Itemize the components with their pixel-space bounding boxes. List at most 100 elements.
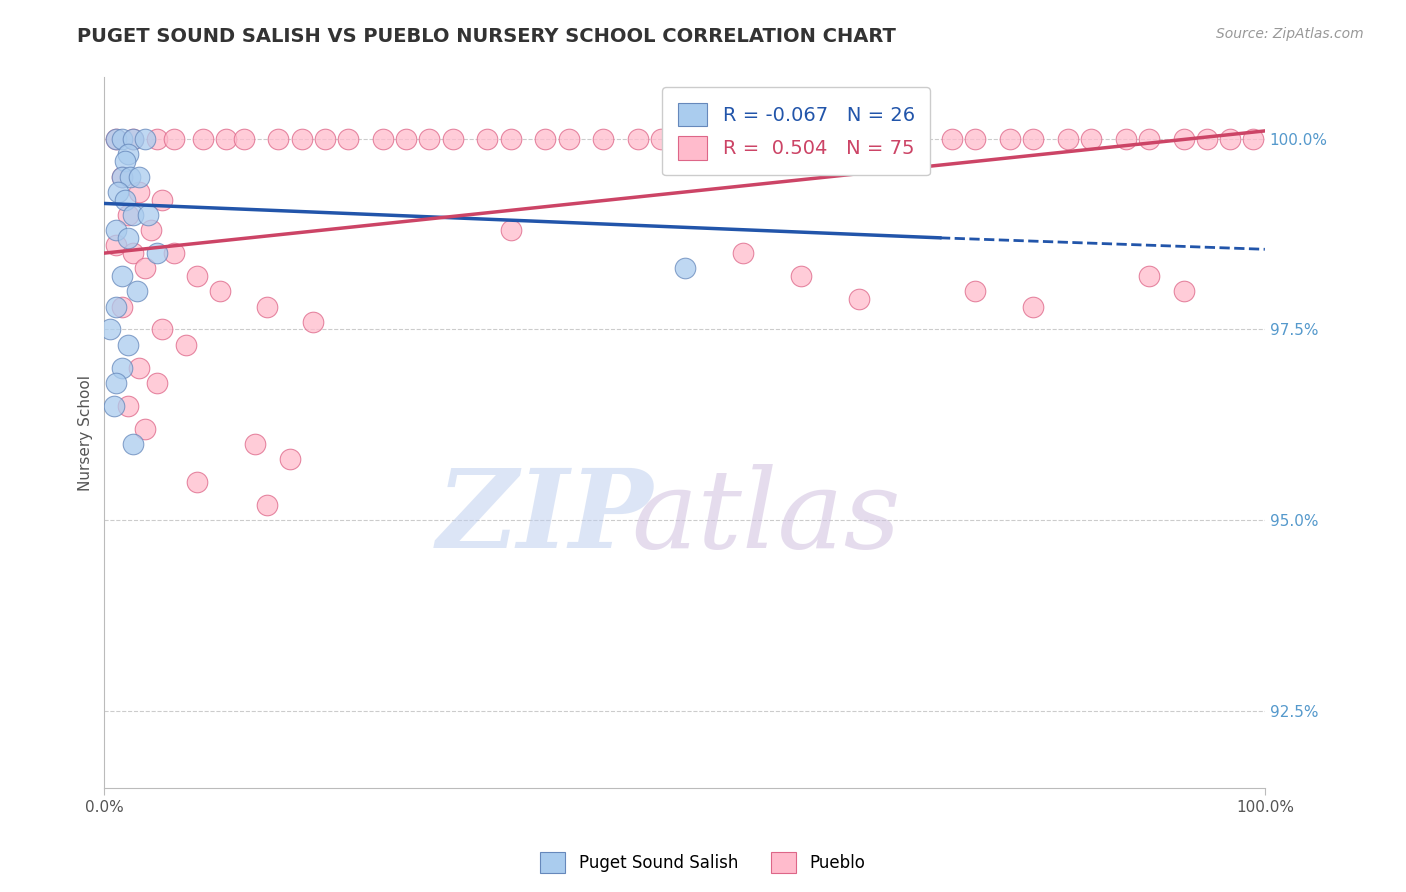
Point xyxy=(337,131,360,145)
Point xyxy=(882,131,904,145)
Point xyxy=(163,246,186,260)
Point xyxy=(111,169,134,184)
Point xyxy=(291,131,314,145)
Point xyxy=(998,131,1021,145)
Point xyxy=(824,131,846,145)
Point xyxy=(278,452,301,467)
Point xyxy=(267,131,290,145)
Point xyxy=(111,360,134,375)
Point xyxy=(104,131,127,145)
Point xyxy=(1173,285,1195,299)
Point xyxy=(122,131,145,145)
Point xyxy=(789,268,811,283)
Point xyxy=(117,399,139,413)
Point xyxy=(111,300,134,314)
Point xyxy=(1219,131,1241,145)
Point xyxy=(650,131,672,145)
Point xyxy=(1137,268,1160,283)
Text: PUGET SOUND SALISH VS PUEBLO NURSERY SCHOOL CORRELATION CHART: PUGET SOUND SALISH VS PUEBLO NURSERY SCH… xyxy=(77,27,896,45)
Point xyxy=(117,231,139,245)
Point xyxy=(117,338,139,352)
Point xyxy=(134,422,156,436)
Point xyxy=(848,292,870,306)
Point xyxy=(104,300,127,314)
Point xyxy=(499,223,522,237)
Point xyxy=(114,154,136,169)
Point xyxy=(709,131,731,145)
Point xyxy=(128,169,150,184)
Point xyxy=(534,131,557,145)
Point xyxy=(245,437,267,451)
Point xyxy=(789,131,811,145)
Point xyxy=(314,131,336,145)
Point xyxy=(138,208,160,222)
Point xyxy=(941,131,963,145)
Point xyxy=(905,131,928,145)
Point xyxy=(111,169,134,184)
Point xyxy=(134,261,156,276)
Point xyxy=(122,246,145,260)
Point xyxy=(103,399,125,413)
Point xyxy=(174,338,197,352)
Point xyxy=(107,185,129,199)
Point xyxy=(145,131,167,145)
Point xyxy=(1137,131,1160,145)
Point xyxy=(256,300,278,314)
Point xyxy=(1173,131,1195,145)
Point xyxy=(1056,131,1078,145)
Point xyxy=(117,146,139,161)
Point xyxy=(477,131,499,145)
Point xyxy=(673,131,696,145)
Point xyxy=(122,131,145,145)
Point xyxy=(104,238,127,252)
Point xyxy=(1241,131,1264,145)
Point xyxy=(557,131,579,145)
Point xyxy=(1022,300,1045,314)
Point xyxy=(111,131,134,145)
Point xyxy=(186,475,208,490)
Point xyxy=(145,376,167,390)
Text: atlas: atlas xyxy=(631,464,901,572)
Point xyxy=(256,498,278,512)
Point xyxy=(128,360,150,375)
Legend: Puget Sound Salish, Pueblo: Puget Sound Salish, Pueblo xyxy=(534,846,872,880)
Point xyxy=(232,131,254,145)
Point xyxy=(673,261,696,276)
Point xyxy=(302,315,325,329)
Point xyxy=(627,131,650,145)
Point xyxy=(114,193,136,207)
Point xyxy=(499,131,522,145)
Point xyxy=(395,131,418,145)
Point xyxy=(1080,131,1102,145)
Point xyxy=(731,131,754,145)
Point xyxy=(766,131,789,145)
Point xyxy=(111,268,134,283)
Text: ZIP: ZIP xyxy=(437,464,654,572)
Point xyxy=(152,193,174,207)
Point xyxy=(1115,131,1137,145)
Point xyxy=(1195,131,1218,145)
Point xyxy=(145,246,167,260)
Legend: R = -0.067   N = 26, R =  0.504   N = 75: R = -0.067 N = 26, R = 0.504 N = 75 xyxy=(662,87,931,176)
Point xyxy=(209,285,232,299)
Point xyxy=(731,246,754,260)
Point xyxy=(122,208,145,222)
Point xyxy=(371,131,394,145)
Point xyxy=(963,285,986,299)
Point xyxy=(122,437,145,451)
Point xyxy=(963,131,986,145)
Point xyxy=(104,376,127,390)
Point xyxy=(191,131,214,145)
Point xyxy=(441,131,464,145)
Point xyxy=(134,131,156,145)
Point xyxy=(1022,131,1045,145)
Point xyxy=(186,268,208,283)
Point xyxy=(128,185,150,199)
Point xyxy=(98,322,121,336)
Point xyxy=(117,208,139,222)
Point xyxy=(215,131,238,145)
Point xyxy=(139,223,162,237)
Point xyxy=(118,169,141,184)
Text: Source: ZipAtlas.com: Source: ZipAtlas.com xyxy=(1216,27,1364,41)
Point xyxy=(848,131,870,145)
